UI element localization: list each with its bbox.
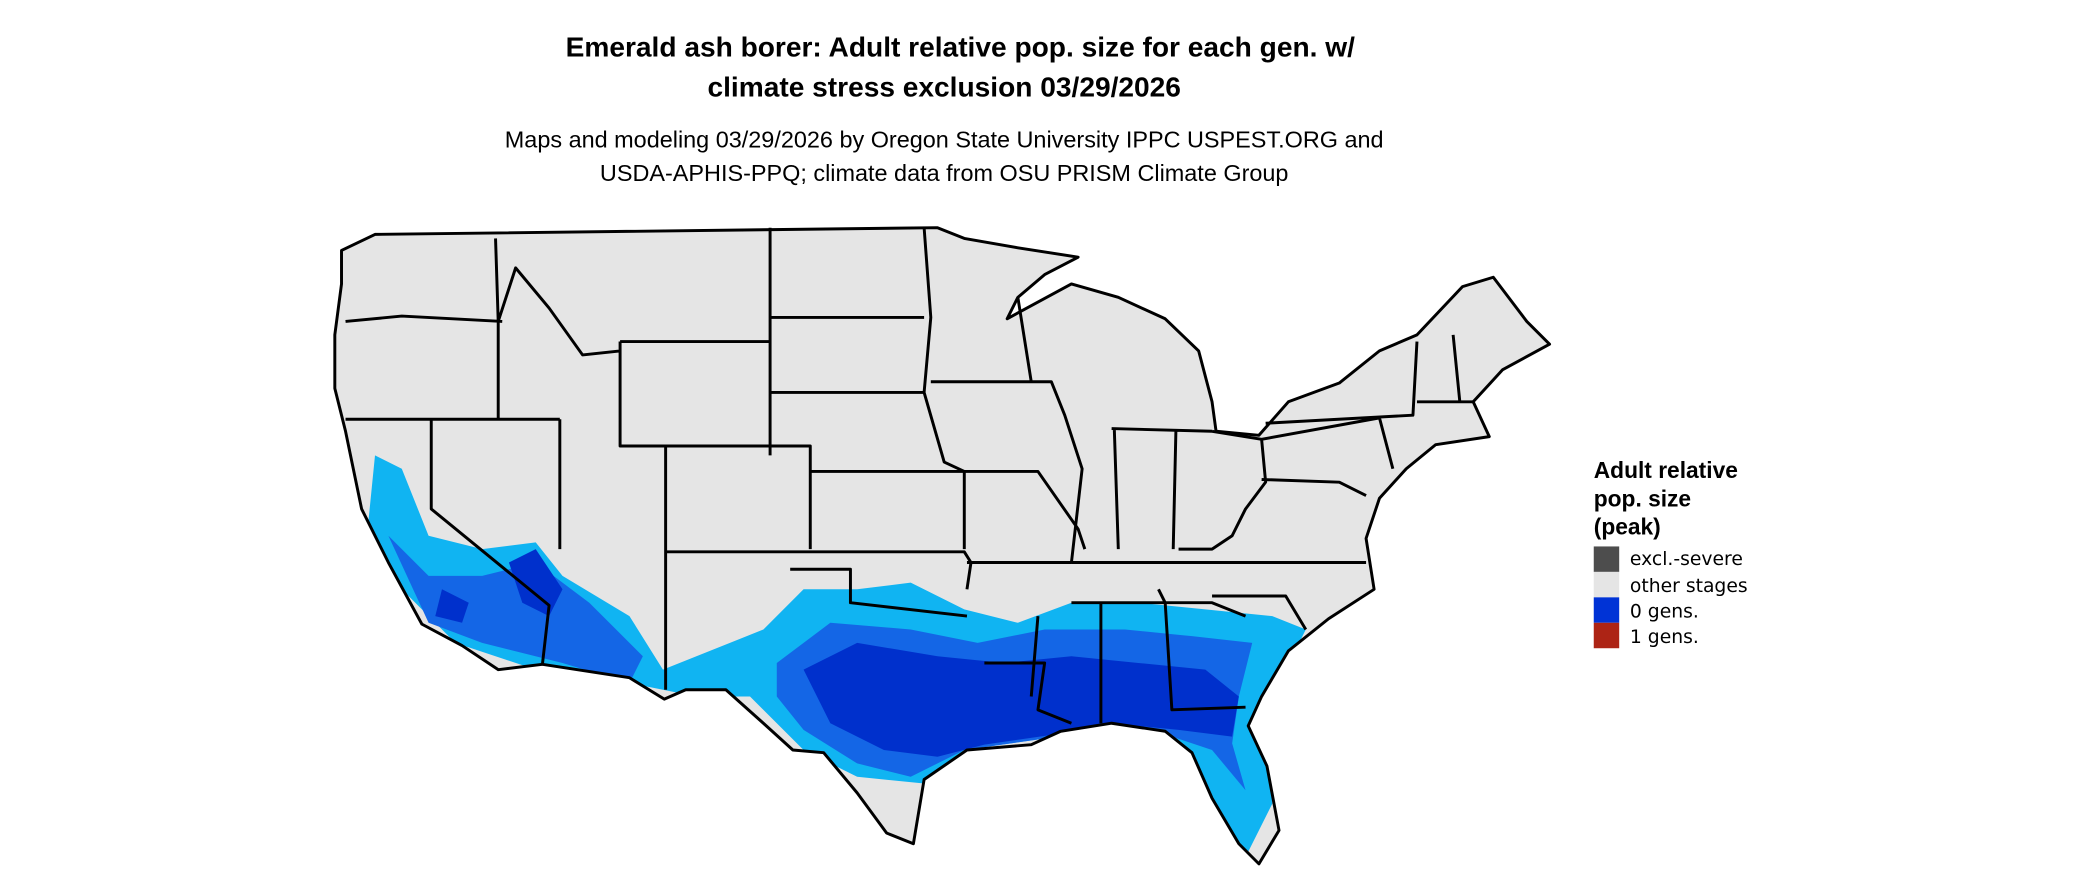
state-borders [333,226,1552,866]
legend-swatch-0-gens [1593,597,1620,623]
legend-swatch-1-gens [1593,622,1620,649]
subtitle-line-1: Maps and modeling 03/29/2026 by Oregon S… [505,126,1384,152]
title-line-2: climate stress exclusion 03/29/2026 [707,71,1180,102]
legend-title-line-2: pop. size [1594,485,1691,511]
title-line-1: Emerald ash borer: Adult relative pop. s… [566,31,1356,62]
legend-label-0-gens: 0 gens. [1630,601,1699,622]
legend-title-line-3: (peak) [1594,513,1661,539]
legend-label-1-gens: 1 gens. [1630,627,1699,648]
legend-title-line-1: Adult relative [1594,457,1738,483]
legend-label-excl-severe: excl.-severe [1630,549,1743,570]
legend-swatch-other-stages [1593,571,1620,598]
legend: Adult relative pop. size (peak) excl.-se… [1593,457,1748,649]
legend-label-other-stages: other stages [1630,576,1748,597]
subtitle-line-2: USDA-APHIS-PPQ; climate data from OSU PR… [600,160,1289,186]
us-map [333,226,1552,866]
legend-swatch-excl-severe [1593,546,1620,572]
